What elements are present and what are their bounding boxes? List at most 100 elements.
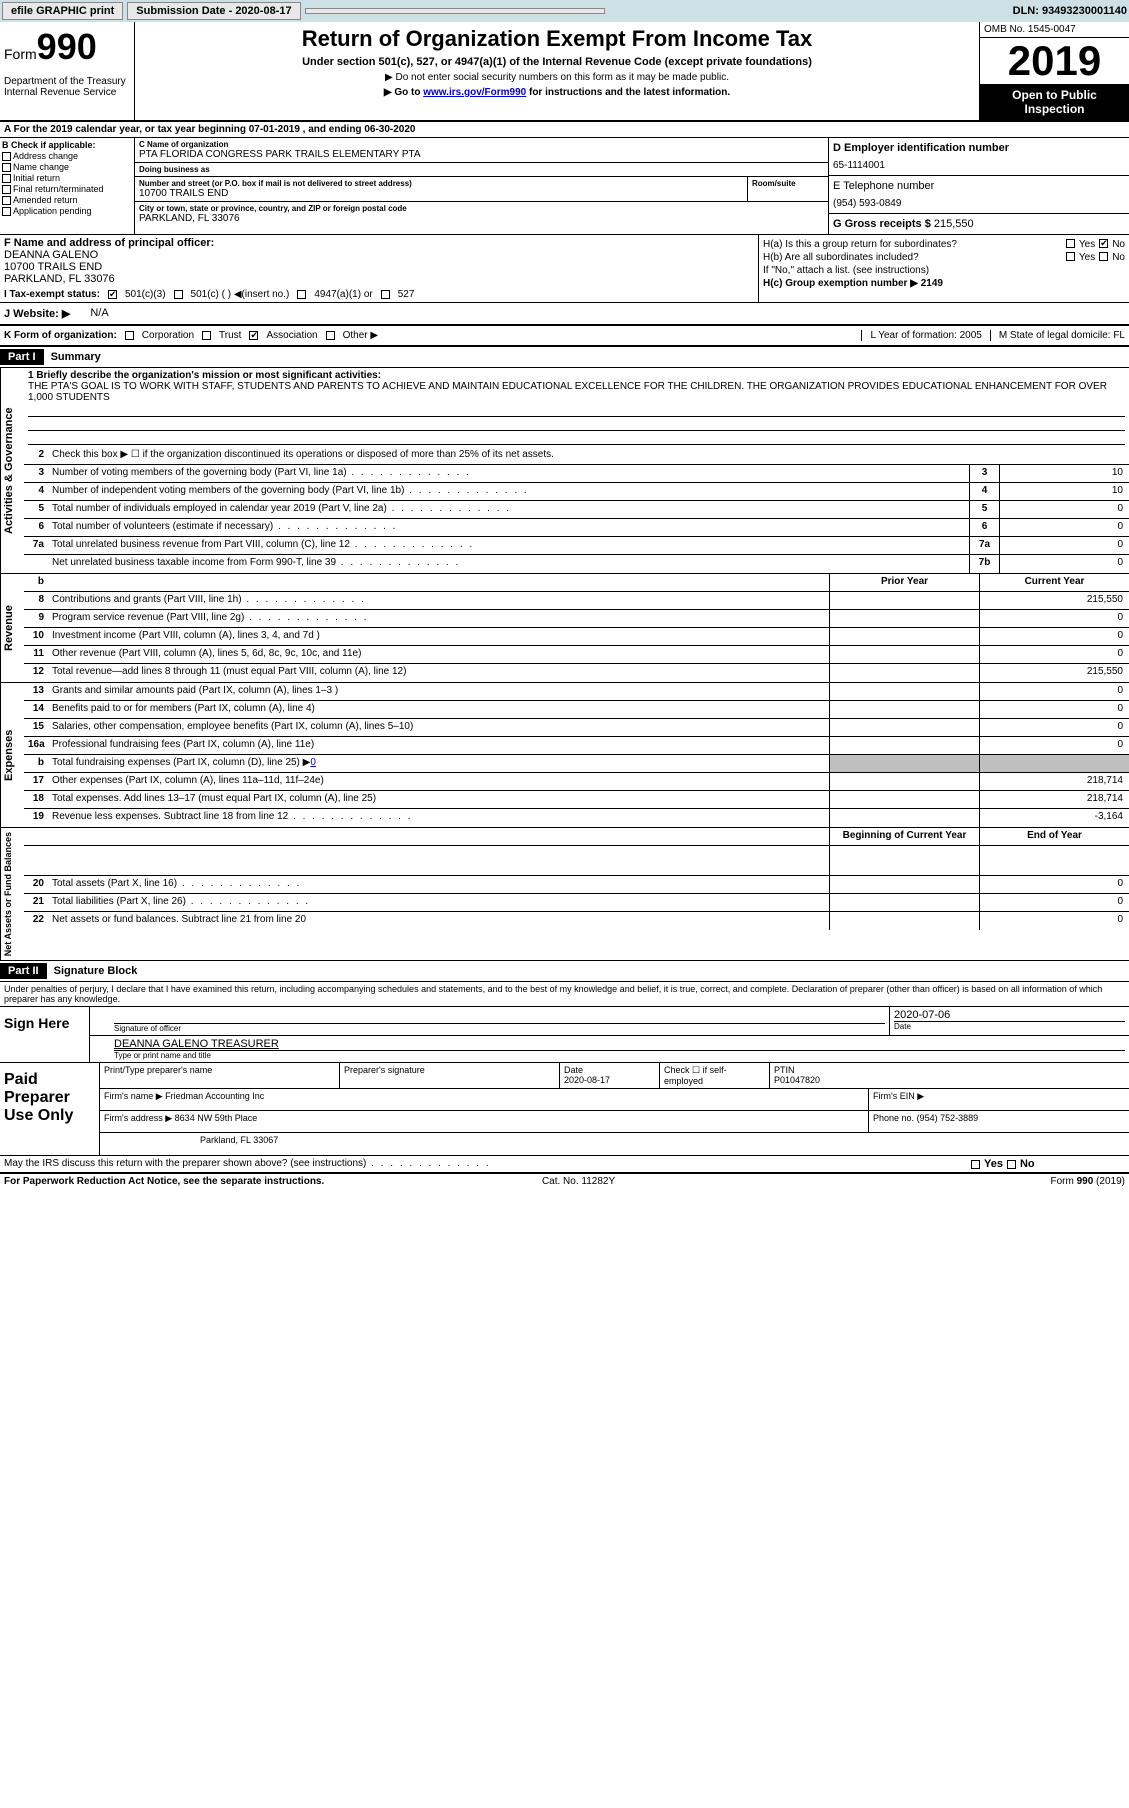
- ssn-note: ▶ Do not enter social security numbers o…: [139, 72, 975, 83]
- chk-trust[interactable]: [202, 331, 211, 340]
- c19: -3,164: [979, 809, 1129, 827]
- hdr-curr: Current Year: [979, 574, 1129, 591]
- line13: Grants and similar amounts paid (Part IX…: [48, 683, 829, 700]
- line7b: Net unrelated business taxable income fr…: [48, 555, 969, 573]
- net-spacer-p: [829, 846, 979, 875]
- firm-name: Friedman Accounting Inc: [165, 1091, 264, 1101]
- ha-yes[interactable]: [1066, 239, 1075, 248]
- blank-btn[interactable]: [305, 8, 605, 14]
- addr-lbl: Number and street (or P.O. box if mail i…: [139, 179, 743, 188]
- discuss-lbl: May the IRS discuss this return with the…: [0, 1156, 969, 1172]
- mission-lbl: 1 Briefly describe the organization's mi…: [28, 370, 1125, 381]
- officer-sig-line[interactable]: [114, 1009, 885, 1023]
- chk-other[interactable]: [326, 331, 335, 340]
- row-b-num: b: [24, 574, 48, 591]
- chk-501c3[interactable]: [108, 290, 117, 299]
- ha-yes-lbl: Yes: [1079, 239, 1095, 250]
- mission-blank2: [28, 417, 1125, 431]
- p18: [829, 791, 979, 808]
- hb-no[interactable]: [1099, 252, 1108, 261]
- part2-title: Signature Block: [54, 965, 138, 977]
- hb-note: If "No," attach a list. (see instruction…: [763, 265, 1125, 276]
- sig-date-val: 2020-07-06: [894, 1009, 1125, 1021]
- ha-lbl: H(a) Is this a group return for subordin…: [763, 239, 957, 250]
- year-formation: L Year of formation: 2005: [861, 330, 981, 341]
- lbl-application: Application pending: [13, 206, 92, 216]
- footer-mid: Cat. No. 11282Y: [542, 1176, 615, 1187]
- line8: Contributions and grants (Part VIII, lin…: [48, 592, 829, 609]
- c18: 218,714: [979, 791, 1129, 808]
- ha-no-lbl: No: [1112, 239, 1125, 250]
- efile-btn[interactable]: efile GRAPHIC print: [2, 2, 123, 20]
- p12: [829, 664, 979, 682]
- tax-year: 2019: [980, 38, 1129, 84]
- chk-501c[interactable]: [174, 290, 183, 299]
- val3: 10: [999, 465, 1129, 482]
- chk-corp[interactable]: [125, 331, 134, 340]
- officer-name-lbl: Type or print name and title: [114, 1050, 1125, 1060]
- part2-badge: Part II: [0, 963, 47, 979]
- prep-date-lbl: Date: [564, 1065, 583, 1075]
- prep-chk-lbl: Check ☐ if self-employed: [660, 1063, 770, 1088]
- chk-527[interactable]: [381, 290, 390, 299]
- net-spacer-c: [979, 846, 1129, 875]
- line15: Salaries, other compensation, employee b…: [48, 719, 829, 736]
- discuss-no[interactable]: [1007, 1160, 1016, 1169]
- chk-application[interactable]: [2, 207, 11, 216]
- i-lbl: I Tax-exempt status:: [4, 289, 100, 300]
- mission-blank3: [28, 431, 1125, 445]
- ptin-val: P01047820: [774, 1075, 820, 1085]
- irs-link[interactable]: www.irs.gov/Form990: [423, 87, 526, 98]
- form-word: Form: [4, 46, 37, 62]
- firm-addr-lbl: Firm's address ▶: [104, 1113, 172, 1123]
- line11: Other revenue (Part VIII, column (A), li…: [48, 646, 829, 663]
- form-header: Form990 Department of the Treasury Inter…: [0, 22, 1129, 122]
- p22: [829, 912, 979, 930]
- firm-phone-lbl: Phone no.: [873, 1113, 914, 1123]
- hb-yes[interactable]: [1066, 252, 1075, 261]
- chk-initial[interactable]: [2, 174, 11, 183]
- p21: [829, 894, 979, 911]
- mission-blank1: [28, 403, 1125, 417]
- lbl-final: Final return/terminated: [13, 184, 104, 194]
- l16b-val: 0: [310, 757, 316, 768]
- c12: 215,550: [979, 664, 1129, 682]
- dept-treasury: Department of the Treasury Internal Reve…: [4, 76, 130, 98]
- val5: 0: [999, 501, 1129, 518]
- chk-final[interactable]: [2, 185, 11, 194]
- chk-name[interactable]: [2, 163, 11, 172]
- chk-assoc[interactable]: [249, 331, 258, 340]
- c11: 0: [979, 646, 1129, 663]
- hdr-prior: Prior Year: [829, 574, 979, 591]
- ha-no[interactable]: [1099, 239, 1108, 248]
- p14: [829, 701, 979, 718]
- line2: Check this box ▶ ☐ if the organization d…: [48, 447, 1129, 464]
- chk-address[interactable]: [2, 152, 11, 161]
- line6: Total number of volunteers (estimate if …: [48, 519, 969, 536]
- website-val: N/A: [90, 307, 108, 320]
- row-a-tax-year: A For the 2019 calendar year, or tax yea…: [0, 122, 1129, 138]
- discuss-yes[interactable]: [971, 1160, 980, 1169]
- chk-amended[interactable]: [2, 196, 11, 205]
- ein-lbl: D Employer identification number: [833, 142, 1125, 154]
- chk-4947[interactable]: [297, 290, 306, 299]
- paid-preparer-block: Paid Preparer Use Only Print/Type prepar…: [0, 1062, 1129, 1155]
- c8: 215,550: [979, 592, 1129, 609]
- line16a: Professional fundraising fees (Part IX, …: [48, 737, 829, 754]
- side-net: Net Assets or Fund Balances: [0, 828, 24, 960]
- form-title: Return of Organization Exempt From Incom…: [139, 26, 975, 52]
- submission-btn[interactable]: Submission Date - 2020-08-17: [127, 2, 300, 20]
- p17: [829, 773, 979, 790]
- lbl-4947: 4947(a)(1) or: [314, 289, 372, 300]
- c9: 0: [979, 610, 1129, 627]
- f-lbl: F Name and address of principal officer:: [4, 237, 754, 249]
- prep-lbl: Paid Preparer Use Only: [0, 1063, 100, 1155]
- ein-val: 65-1114001: [833, 160, 1125, 171]
- p9: [829, 610, 979, 627]
- officer-name-typed: DEANNA GALENO TREASURER: [114, 1038, 1125, 1050]
- hb-lbl: H(b) Are all subordinates included?: [763, 252, 919, 263]
- val7b: 0: [999, 555, 1129, 573]
- firm-addr2: Parkland, FL 33067: [100, 1133, 1129, 1155]
- ptin-lbl: PTIN: [774, 1065, 795, 1075]
- val4: 10: [999, 483, 1129, 500]
